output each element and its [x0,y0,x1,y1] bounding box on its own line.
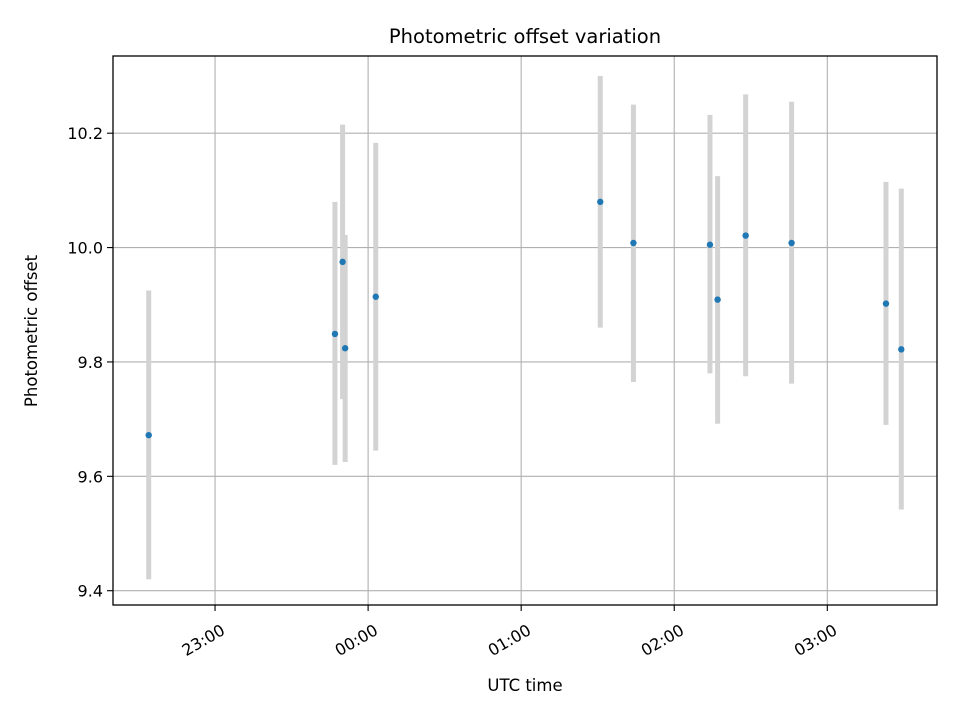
data-point [742,232,749,239]
plot-area [113,56,937,605]
data-point [341,345,349,352]
data-point [331,330,339,338]
data-point [882,300,890,307]
grid-lines [113,56,937,605]
data-point [788,239,795,247]
data-point [339,258,346,266]
data-point [714,296,721,303]
plot-frame [112,55,938,606]
data-point [898,346,905,353]
y-tick-label: 10.2 [67,124,103,143]
y-tick-label: 9.6 [78,467,103,486]
data-point [630,239,637,247]
data-point [372,293,379,300]
y-tick-label: 9.8 [78,353,103,372]
y-tick-label: 10.0 [67,239,103,258]
data-points [145,198,905,439]
data-point [597,198,604,206]
y-tick-label: 9.4 [78,582,103,601]
y-axis-title: Photometric offset [22,254,41,407]
x-axis-title: UTC time [487,676,562,695]
data-point [706,241,714,248]
chart-title: Photometric offset variation [389,25,661,48]
data-point [145,431,152,439]
